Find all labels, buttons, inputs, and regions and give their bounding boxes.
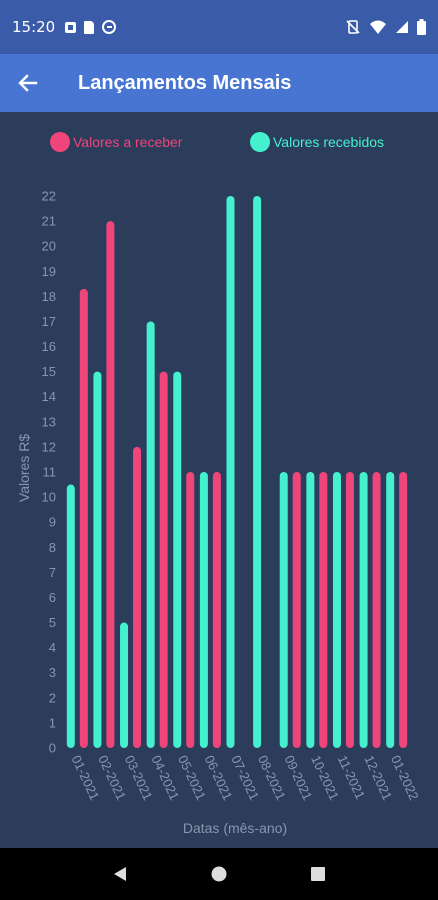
y-tick-label: 5 [49,615,56,630]
legend-label: Valores recebidos [273,134,384,150]
bar-receber [79,288,88,748]
y-tick-label: 18 [42,289,56,304]
y-tick-label: 11 [43,465,57,480]
no-disturb-icon [102,20,117,34]
bar-receber [345,472,354,748]
legend-marker [250,132,270,152]
nav-home-button[interactable] [199,854,239,894]
bar-receber [399,472,408,748]
y-tick-label: 19 [42,264,56,279]
y-tick-label: 8 [49,540,56,555]
y-tick-label: 21 [42,214,56,229]
bar-recebidos [279,472,288,748]
y-tick-label: 3 [49,665,56,680]
bar-recebidos [306,472,315,748]
vibrate-off-icon [346,20,360,34]
y-tick-label: 4 [49,640,56,655]
bar-recebidos [173,371,182,748]
status-time: 15:20 [12,18,56,36]
app-bar: Lançamentos Mensais [0,54,438,112]
back-triangle-icon [113,867,126,881]
bar-receber [133,446,142,748]
bar-recebidos [120,622,129,748]
arrow-left-icon [18,74,38,92]
bar-recebidos [359,472,368,748]
status-bar: 15:20 [0,0,438,54]
x-axis-label: Datas (mês-ano) [183,820,287,836]
y-tick-label: 6 [49,590,56,605]
y-tick-label: 20 [42,239,56,254]
bar-receber [186,472,195,748]
bar-receber [106,221,115,748]
recents-square-icon [311,867,326,881]
signal-icon [396,21,408,33]
bar-chart: Valores a receber Valores recebidos012345… [16,132,422,836]
chart-area: Valores a receber Valores recebidos 0 1 2 3 4 5… [0,112,438,848]
bar-receber [292,472,301,748]
sd-card-icon [84,20,95,34]
notification-box-icon [65,21,77,33]
bar-receber [319,472,328,748]
y-tick-label: 16 [42,339,56,354]
y-tick-label: 2 [49,690,56,705]
y-tick-label: 15 [42,364,56,379]
wifi-icon [370,20,386,34]
bar-recebidos [226,196,235,748]
back-button[interactable] [0,54,56,112]
y-tick-label: 14 [42,389,56,404]
bar-receber [372,472,381,748]
y-tick-label: 9 [49,515,56,530]
bar-recebidos [332,472,341,748]
y-tick-label: 17 [42,314,56,329]
bar-receber [212,472,221,748]
y-tick-label: 1 [49,715,56,730]
bar-recebidos [66,484,75,748]
page-title: Lançamentos Mensais [78,71,292,94]
home-circle-icon [211,866,227,882]
bar-recebidos [93,371,102,748]
legend-label: Valores a receber [73,134,183,150]
y-tick-label: 13 [42,414,56,429]
battery-icon [417,19,426,35]
bar-recebidos [386,472,395,748]
y-axis-label: Valores R$ [16,434,32,502]
bar-recebidos [253,196,262,748]
y-tick-label: 7 [49,565,56,580]
y-tick-label: 10 [42,490,56,505]
bar-recebidos [146,321,155,748]
system-nav-bar [0,848,438,900]
bar-recebidos [199,472,208,748]
bar-receber [159,371,168,748]
y-tick-label: 22 [42,189,56,204]
y-tick-label: 0 [49,741,56,756]
nav-back-button[interactable] [100,854,140,894]
nav-recents-button[interactable] [298,854,338,894]
y-tick-label: 12 [42,439,56,454]
legend-marker [50,132,70,152]
status-right-icons [345,19,426,35]
